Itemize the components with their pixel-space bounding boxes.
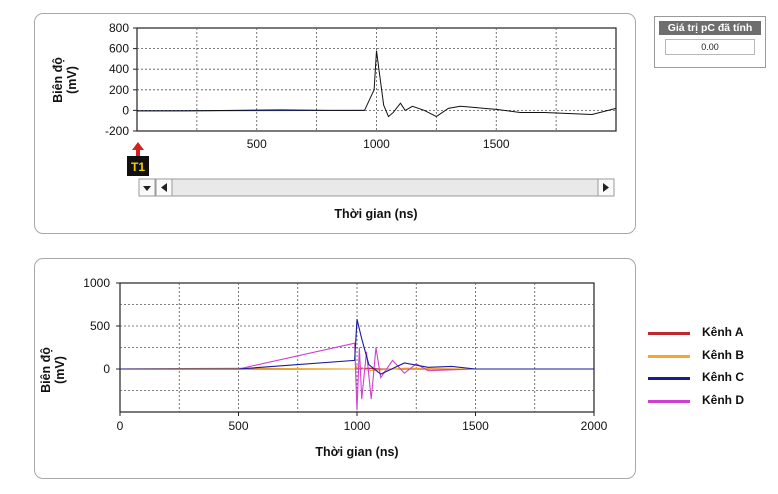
legend-label: Kênh A xyxy=(702,325,744,339)
x-tick-label: 1500 xyxy=(483,137,510,151)
plot-area-top xyxy=(136,27,617,132)
y-tick-label: 0 xyxy=(103,362,110,376)
y-tick-label: 1000 xyxy=(83,276,110,290)
x-tick-label: 0 xyxy=(117,419,124,433)
y-tick-label: 400 xyxy=(109,62,129,76)
y-tick-label: 800 xyxy=(109,21,129,35)
y-tick-label: 0 xyxy=(122,103,129,117)
y-tick-label: -200 xyxy=(105,124,129,138)
svg-text:(mV): (mV) xyxy=(65,66,79,94)
svg-text:(mV): (mV) xyxy=(53,356,67,384)
legend-item[interactable]: Kênh D xyxy=(648,391,768,414)
x-axis-title-top: Thời gian (ns) xyxy=(334,207,417,221)
series-trace-c xyxy=(120,318,594,375)
legend-label: Kênh D xyxy=(702,392,744,407)
legend-swatch xyxy=(648,354,690,358)
channel-legend: Kênh A Kênh B Kênh C Kênh D xyxy=(648,323,768,413)
x-tick-label: 2000 xyxy=(581,419,608,433)
legend-swatch xyxy=(648,377,690,380)
legend-swatch xyxy=(648,399,690,403)
t1-marker-label: T1 xyxy=(131,160,145,174)
x-tick-label: 1000 xyxy=(363,137,390,151)
svg-text:Biên độ: Biên độ xyxy=(39,347,53,393)
x-tick-label: 500 xyxy=(228,419,248,433)
waveform-panel-top: 800 600 400 200 0 -200 500 1000 1500 Biên độ (m… xyxy=(34,13,636,234)
horizontal-scrollbar[interactable] xyxy=(138,178,615,197)
waveform-panel-bottom: 1000 500 0 0 500 1000 1500 2000 Biên độ (mV) T… xyxy=(34,258,636,479)
series-trace-b xyxy=(119,364,594,372)
y-tick-label: 600 xyxy=(109,42,129,56)
x-tick-label: 500 xyxy=(247,137,267,151)
legend-label: Kênh B xyxy=(702,347,744,362)
y-axis-title-top: Biên độ (mV) xyxy=(51,57,79,103)
x-tick-label: 1500 xyxy=(462,419,489,433)
arrow-right-icon xyxy=(603,183,609,192)
waveform-chart-top: 800 600 400 200 0 -200 500 1000 1500 Biên độ (m… xyxy=(51,21,617,221)
waveform-chart-bottom: 1000 500 0 0 500 1000 1500 2000 Biên độ (mV) T… xyxy=(39,276,608,459)
y-axis-title-bottom: Biên độ (mV) xyxy=(39,347,67,393)
pc-value-field[interactable]: 0.00 xyxy=(665,39,755,55)
y-tick-label: 500 xyxy=(90,319,110,333)
legend-item[interactable]: Kênh C xyxy=(648,368,768,391)
x-tick-label: 1000 xyxy=(344,419,371,433)
series-trace-d xyxy=(120,342,594,411)
pc-panel-title: Giá trị pC đã tính xyxy=(659,21,761,35)
pc-value-panel: Giá trị pC đã tính 0.00 xyxy=(654,16,766,68)
waveform-trace xyxy=(137,50,617,118)
arrow-left-icon xyxy=(161,183,167,192)
legend-item[interactable]: Kênh A xyxy=(648,323,768,346)
legend-item[interactable]: Kênh B xyxy=(648,346,768,369)
legend-label: Kênh C xyxy=(702,370,744,384)
y-tick-label: 200 xyxy=(109,83,129,97)
chevron-down-icon xyxy=(143,186,151,191)
svg-text:Biên độ: Biên độ xyxy=(51,57,65,103)
x-axis-title-bottom: Thời gian (ns) xyxy=(315,445,398,459)
t1-marker[interactable]: T1 xyxy=(127,142,149,176)
legend-swatch xyxy=(648,332,690,335)
